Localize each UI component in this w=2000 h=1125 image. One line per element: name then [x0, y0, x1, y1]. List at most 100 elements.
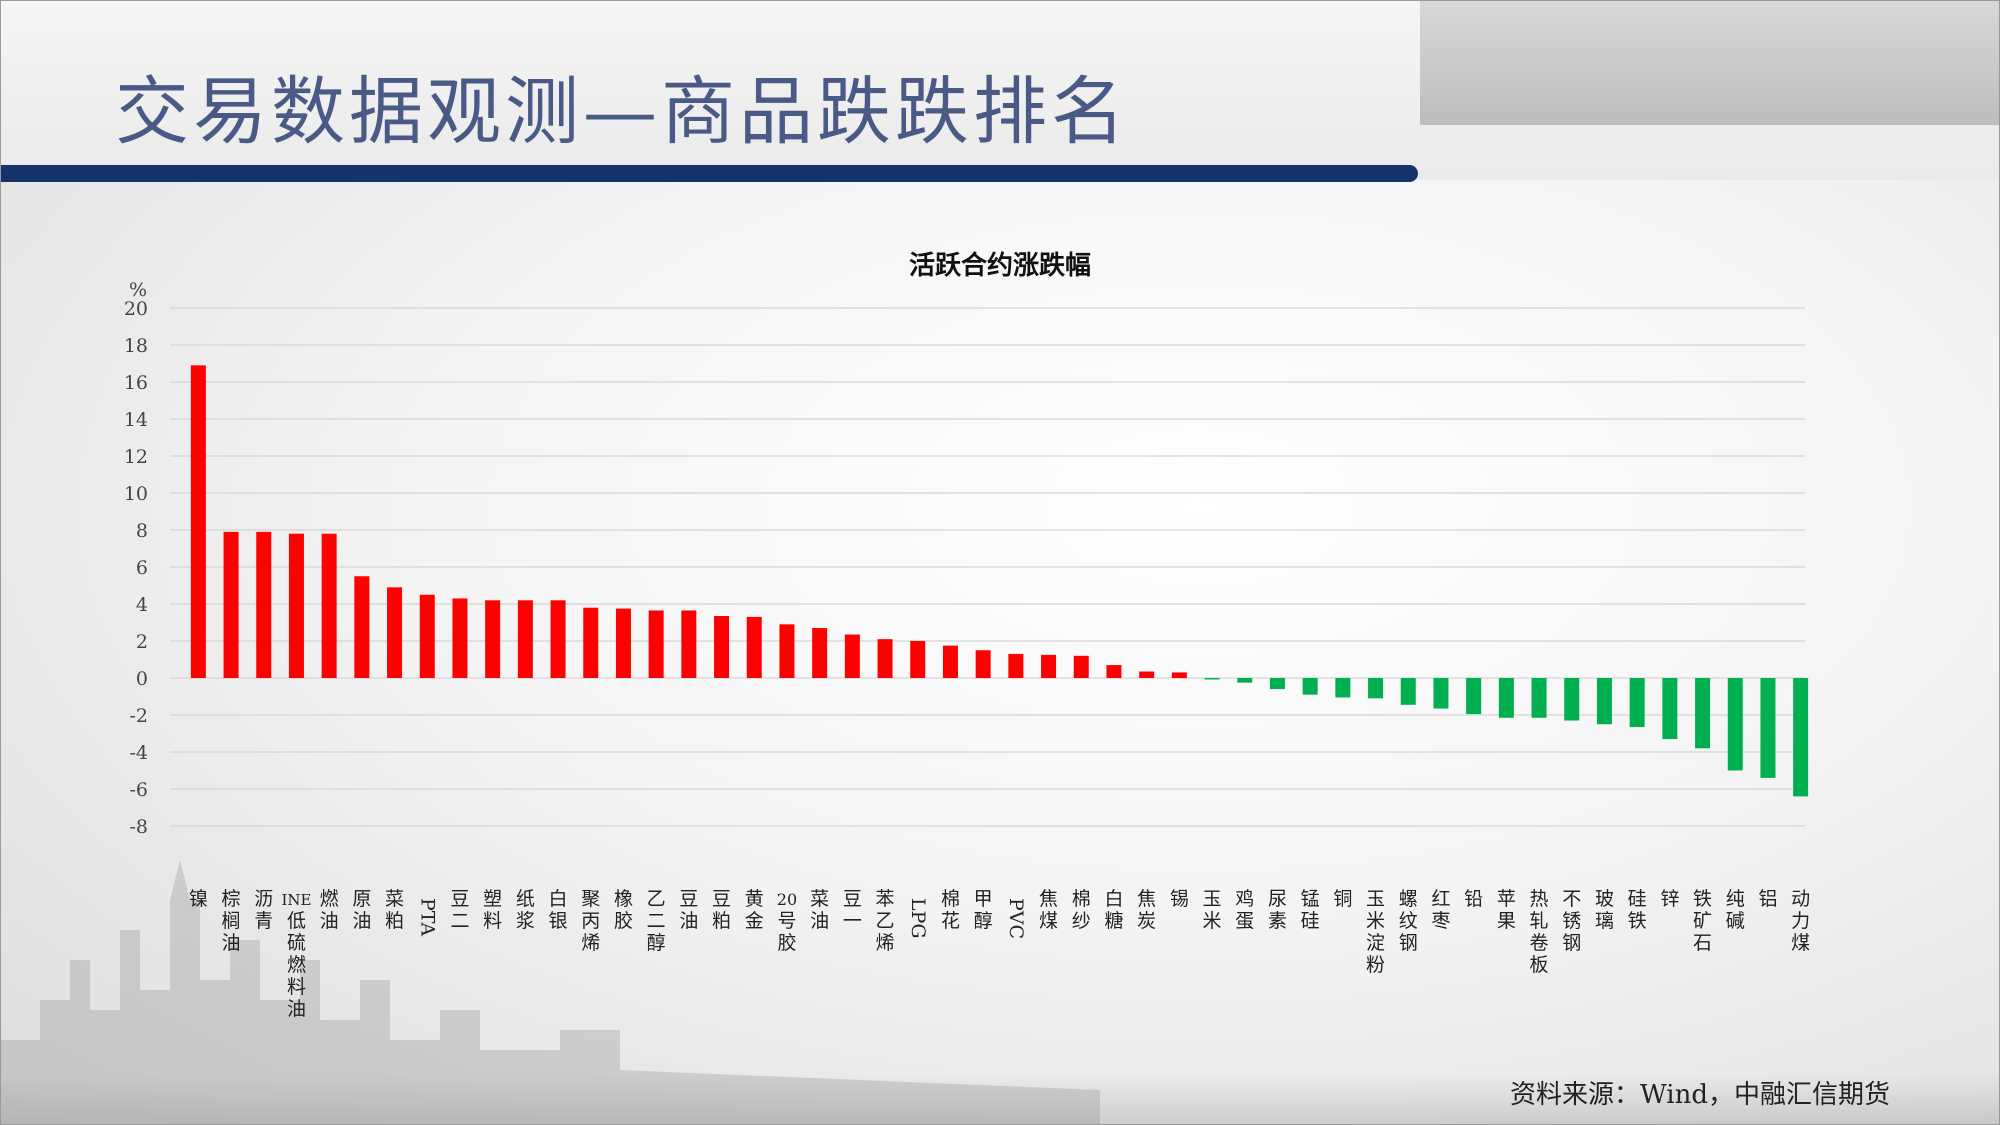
bar [877, 639, 893, 678]
x-tick-label: 镍 [189, 888, 208, 910]
x-tick-label-char: 料 [287, 976, 306, 998]
x-tick-label-char: 米 [1203, 910, 1222, 932]
bar [288, 533, 304, 678]
x-tick-label-char: 蛋 [1235, 910, 1254, 932]
x-tick-label: 黄金 [745, 888, 764, 932]
bar [1793, 678, 1809, 797]
x-tick-label-char: 20 [777, 890, 797, 909]
header-accent [1420, 0, 2000, 125]
x-tick-label-char: 锈 [1562, 910, 1581, 932]
x-tick-label-char: 焦 [1039, 888, 1058, 910]
bar [452, 598, 468, 678]
x-tick-label-char: 枣 [1431, 910, 1450, 932]
bar [844, 634, 860, 678]
x-tick-label: 燃油 [320, 888, 339, 932]
source-note: 资料来源：Wind，中融汇信期货 [1510, 1080, 1890, 1110]
x-tick-label-char: INE [281, 891, 311, 909]
x-tick-label-char: 油 [810, 910, 829, 932]
x-tick-label-char: 粕 [385, 910, 404, 932]
city-skyline-decoration [0, 860, 1100, 1125]
x-tick-label-char: 硅 [1301, 910, 1320, 932]
x-tick-label: 纯碱 [1726, 888, 1745, 932]
x-tick-label-char: 碱 [1726, 910, 1745, 932]
bar [1629, 678, 1645, 728]
x-tick-label-char: 醇 [647, 932, 666, 954]
bar [1466, 678, 1482, 715]
x-tick-label-char: 淀 [1366, 932, 1385, 954]
x-tick-label-char: 金 [745, 910, 764, 932]
x-tick-label: PVC [1005, 898, 1027, 939]
x-tick-label-char: 纸 [516, 888, 535, 910]
x-tick-label-char: 璃 [1595, 910, 1614, 932]
bar [1106, 665, 1122, 678]
x-tick-label: 不锈钢 [1562, 888, 1581, 954]
bar [1531, 678, 1547, 718]
x-tick-label-char: 钢 [1399, 932, 1418, 954]
bar [550, 600, 566, 678]
y-tick-label: -6 [129, 779, 148, 801]
x-tick-label-char: 锌 [1660, 888, 1679, 910]
x-tick-label-char: 棕 [222, 888, 241, 910]
bar [1269, 678, 1285, 690]
x-tick-label-char: 二 [450, 910, 469, 932]
x-tick-label-char: 硅 [1628, 888, 1647, 910]
x-tick-label: 棉纱 [1072, 888, 1091, 932]
x-tick-label: 硅铁 [1628, 888, 1647, 932]
x-tick-label: 菜油 [810, 888, 829, 932]
x-tick-label: 橡胶 [614, 888, 633, 932]
bar [910, 641, 926, 678]
x-tick-label-char: 板 [1530, 954, 1549, 976]
bar [942, 645, 958, 678]
x-tick-label: 纸浆 [516, 888, 535, 932]
x-tick-label-char: 果 [1497, 910, 1516, 932]
bar [975, 650, 991, 678]
x-tick-label: 红枣 [1431, 888, 1450, 932]
x-tick-label: 原油 [352, 888, 371, 932]
x-tick-label-char: 乙 [647, 888, 666, 910]
x-tick-label-char: 煤 [1791, 932, 1810, 954]
y-tick-label: -8 [129, 816, 148, 838]
x-tick-label-char: 燃 [320, 888, 339, 910]
bar [1662, 678, 1678, 740]
x-tick-label: 玻璃 [1595, 888, 1614, 932]
x-tick-label-char: 聚 [581, 888, 600, 910]
x-tick-label-char: 玻 [1595, 888, 1614, 910]
bar [1139, 671, 1155, 678]
y-tick-label: 4 [136, 594, 148, 616]
y-tick-label: 14 [124, 409, 148, 431]
x-tick-label-char: 锡 [1170, 888, 1189, 910]
x-tick-label-char: 原 [352, 888, 371, 910]
bar [256, 531, 272, 678]
x-tick-label-char: 不 [1562, 888, 1581, 910]
x-tick-label-char: 油 [222, 932, 241, 954]
x-tick-label-char: 焦 [1137, 888, 1156, 910]
x-tick-label-char: 纹 [1399, 910, 1418, 932]
x-tick-label: 菜粕 [385, 888, 404, 932]
page-title: 交易数据观测—商品跌跌排名 [115, 69, 1129, 155]
bar [746, 616, 762, 678]
x-tick-label: 豆粕 [712, 888, 731, 932]
bar [1041, 654, 1057, 678]
x-tick-label-char: 铁 [1628, 910, 1647, 932]
x-tick-label: 玉米淀粉 [1366, 888, 1385, 976]
x-tick-label-char: 纯 [1726, 888, 1745, 910]
y-tick-label: 10 [124, 483, 148, 505]
x-tick-label-char: 尿 [1268, 888, 1287, 910]
x-tick-label-char: 糖 [1104, 910, 1123, 932]
x-tick-label-char: 矿 [1693, 910, 1712, 932]
x-tick-label: 铝 [1758, 888, 1777, 910]
x-tick-label-char: 油 [287, 998, 306, 1020]
x-tick-label: 锰硅 [1301, 888, 1320, 932]
x-tick-label-char: 玉 [1366, 888, 1385, 910]
bar [648, 610, 664, 678]
y-tick-label: 2 [136, 631, 148, 653]
x-tick-label: 热轧卷板 [1530, 888, 1549, 976]
x-tick-label-char: 浆 [516, 910, 535, 932]
x-tick-label-char: 燃 [287, 954, 306, 976]
x-tick-label-char: 炭 [1137, 910, 1156, 932]
x-tick-label-char: 二 [647, 910, 666, 932]
x-tick-label-char: 铝 [1758, 888, 1777, 910]
y-tick-label: 12 [124, 446, 148, 468]
